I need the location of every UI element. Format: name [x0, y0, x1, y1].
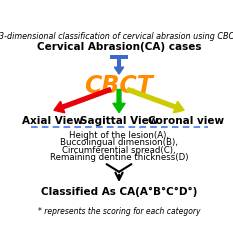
Text: 3-dimensional classification of cervical abrasion using CBCT: 3-dimensional classification of cervical… [0, 33, 233, 41]
Text: Coronal view: Coronal view [148, 116, 224, 126]
Text: Cervical Abrasion(CA) cases: Cervical Abrasion(CA) cases [37, 42, 201, 52]
Text: Buccolingual dimension(B),: Buccolingual dimension(B), [60, 138, 178, 147]
Polygon shape [54, 88, 111, 113]
FancyBboxPatch shape [110, 55, 128, 60]
Text: Remaining dentine thickness(D): Remaining dentine thickness(D) [50, 153, 188, 162]
Text: Sagittal View: Sagittal View [80, 116, 158, 126]
Text: * represents the scoring for each category: * represents the scoring for each catego… [38, 207, 200, 216]
Polygon shape [114, 60, 124, 74]
Text: Classified As CA(A°B°C°D°): Classified As CA(A°B°C°D°) [41, 187, 197, 197]
Text: Height of the lesion(A),: Height of the lesion(A), [69, 131, 169, 140]
Text: CBCT: CBCT [85, 74, 154, 98]
Text: Circumferential spread(C),: Circumferential spread(C), [62, 146, 176, 155]
Text: Axial View: Axial View [22, 116, 83, 126]
Polygon shape [113, 89, 125, 112]
Polygon shape [127, 88, 184, 113]
